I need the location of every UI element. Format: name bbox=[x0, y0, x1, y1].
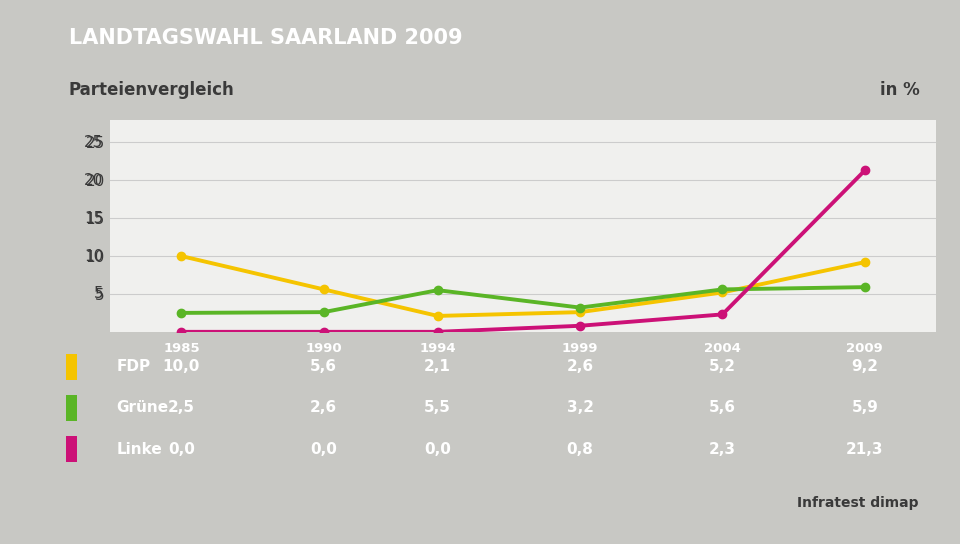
Text: 2009: 2009 bbox=[847, 342, 883, 355]
FancyBboxPatch shape bbox=[66, 395, 77, 421]
Text: 1985: 1985 bbox=[163, 342, 200, 355]
Text: 5,6: 5,6 bbox=[708, 400, 736, 416]
Text: Linke: Linke bbox=[116, 442, 162, 456]
Text: 2004: 2004 bbox=[704, 342, 741, 355]
Text: 5,9: 5,9 bbox=[852, 400, 878, 416]
FancyBboxPatch shape bbox=[66, 354, 77, 380]
Text: 15: 15 bbox=[84, 211, 104, 226]
Text: Parteienvergleich: Parteienvergleich bbox=[69, 81, 234, 99]
Text: 2,6: 2,6 bbox=[310, 400, 337, 416]
Text: 3,2: 3,2 bbox=[566, 400, 593, 416]
Text: 5: 5 bbox=[94, 287, 104, 301]
Text: 1990: 1990 bbox=[305, 342, 342, 355]
Text: 20: 20 bbox=[84, 173, 104, 188]
Text: FDP: FDP bbox=[116, 360, 151, 374]
Text: 25: 25 bbox=[84, 135, 104, 150]
Text: 1994: 1994 bbox=[420, 342, 456, 355]
Text: LANDTAGSWAHL SAARLAND 2009: LANDTAGSWAHL SAARLAND 2009 bbox=[69, 28, 463, 48]
Text: Grüne: Grüne bbox=[116, 400, 169, 416]
Text: Infratest dimap: Infratest dimap bbox=[797, 496, 919, 510]
Text: 0,0: 0,0 bbox=[168, 442, 195, 456]
Text: 5,5: 5,5 bbox=[424, 400, 451, 416]
Text: 5,2: 5,2 bbox=[708, 360, 736, 374]
Text: 0,0: 0,0 bbox=[424, 442, 451, 456]
Text: 9,2: 9,2 bbox=[852, 360, 878, 374]
Text: 10: 10 bbox=[84, 249, 104, 264]
Text: 2,1: 2,1 bbox=[424, 360, 451, 374]
FancyBboxPatch shape bbox=[66, 436, 77, 462]
Text: 2,5: 2,5 bbox=[168, 400, 195, 416]
Text: in %: in % bbox=[880, 81, 920, 99]
Text: 0,8: 0,8 bbox=[566, 442, 593, 456]
Text: 21,3: 21,3 bbox=[846, 442, 883, 456]
Text: 0,0: 0,0 bbox=[310, 442, 337, 456]
Text: 2,3: 2,3 bbox=[708, 442, 736, 456]
Text: 10,0: 10,0 bbox=[162, 360, 200, 374]
Text: 5,6: 5,6 bbox=[310, 360, 337, 374]
Text: 1999: 1999 bbox=[562, 342, 598, 355]
Text: 2,6: 2,6 bbox=[566, 360, 593, 374]
